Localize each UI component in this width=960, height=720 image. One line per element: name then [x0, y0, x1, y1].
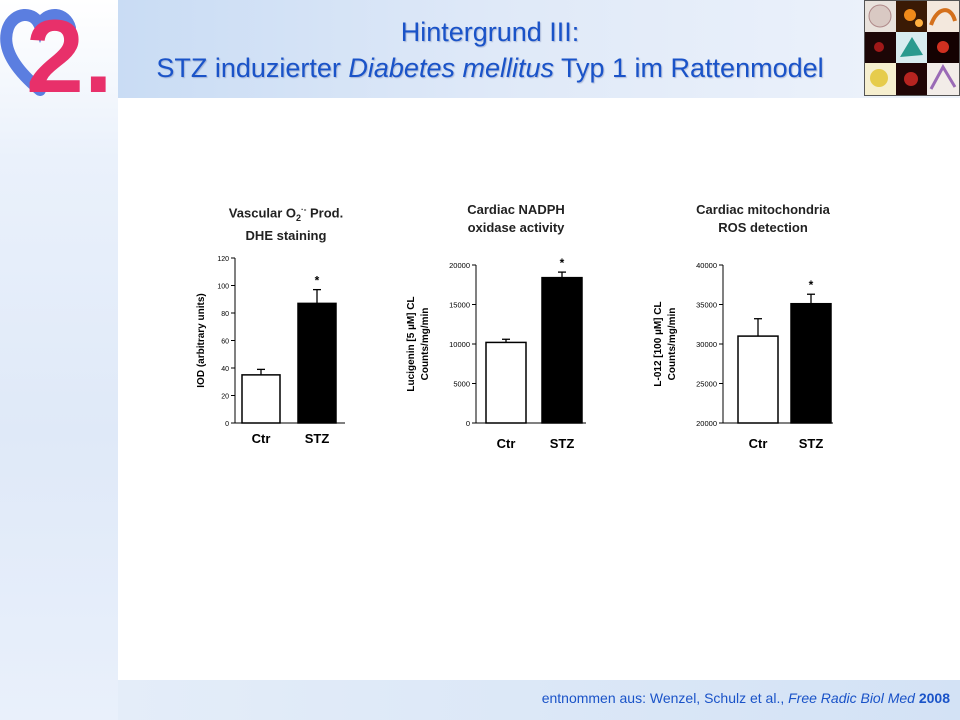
y-axis-label-line-2: Counts/mg/min: [667, 308, 678, 381]
bar-ctr: [241, 374, 281, 424]
y-tick-label: 60: [221, 339, 229, 346]
bar-stz: [297, 302, 337, 424]
chart-2-title: Cardiac NADPH oxidase activity: [406, 201, 626, 237]
title-line-1: Hintergrund III:: [400, 17, 580, 47]
chart-2: 0 5000 10000 15000 20000 Ctr * STZ Lucigenin [5 …: [398, 255, 598, 455]
category-label: STZ: [550, 436, 575, 451]
y-axis-label-line-2: Counts/mg/min: [420, 308, 431, 381]
category-label: STZ: [305, 431, 330, 446]
chart-1-title-line-1-post: Prod.: [306, 205, 344, 221]
y-tick-label: 15000: [449, 301, 470, 310]
chart-1-title-superscript: ·-: [301, 205, 307, 214]
title-line-2-post: Typ 1 im Rattenmodel: [554, 53, 824, 83]
y-tick-label: 30000: [696, 340, 717, 349]
bar-ctr: [737, 335, 779, 424]
y-tick-label: 5000: [453, 380, 470, 389]
chart-2-title-line-1: Cardiac NADPH: [467, 202, 565, 217]
chart-1-title: Vascular O2·- Prod. DHE staining: [176, 201, 396, 245]
chart-2-title-line-2: oxidase activity: [467, 220, 565, 235]
chart-3-title-line-1: Cardiac mitochondria: [696, 202, 830, 217]
source-citation: entnommen aus: Wenzel, Schulz et al., Fr…: [542, 690, 950, 706]
title-line-2-pre: STZ induzierter: [156, 53, 349, 83]
slide-title: Hintergrund III: STZ induzierter Diabete…: [140, 14, 840, 86]
chart-1-plot: 0 20 40 60 80 100 120 Ctr * STZ IOD (arbitrary uni…: [196, 256, 345, 446]
significance-marker: *: [560, 256, 565, 270]
heart-logo-icon: 2.: [0, 0, 113, 115]
chart-1-title-line-2: DHE staining: [245, 227, 327, 243]
y-axis-label: IOD (arbitrary units): [196, 293, 207, 387]
category-label: Ctr: [497, 436, 516, 451]
citation-authors: entnommen aus: Wenzel, Schulz et al.,: [541, 690, 789, 706]
bar-stz: [790, 302, 832, 424]
y-tick-label: 25000: [696, 380, 717, 389]
citation-journal: Free Radic Biol Med: [788, 690, 915, 706]
category-label: Ctr: [252, 431, 271, 446]
chart-3: 20000 25000 30000 35000 40000 Ctr * STZ L-012 [1…: [645, 255, 845, 455]
significance-marker: *: [315, 274, 320, 288]
title-line-2-italic: Diabetes mellitus: [348, 53, 554, 83]
citation-year: 2008: [918, 690, 950, 706]
significance-marker: *: [809, 278, 814, 292]
y-tick-label: 0: [466, 419, 470, 428]
bar-ctr: [485, 341, 527, 424]
microscopy-thumbnail-collage: [864, 0, 960, 96]
chart-1-title-line-1: Vascular O: [228, 205, 297, 221]
chart-2-plot: 0 5000 10000 15000 20000 Ctr * STZ Lucigenin [5 …: [406, 256, 586, 451]
left-gradient-panel: [0, 0, 118, 720]
y-tick-label: 40: [221, 366, 229, 373]
y-tick-label: 0: [225, 421, 229, 428]
y-tick-label: 100: [217, 284, 229, 291]
chart-1-title-subscript: 2: [296, 212, 302, 223]
footer-band: [118, 680, 960, 720]
y-tick-label: 40000: [696, 261, 717, 270]
y-tick-label: 20: [221, 394, 229, 401]
header-band: [118, 0, 960, 98]
y-tick-label: 80: [221, 311, 229, 318]
category-label: Ctr: [749, 436, 768, 451]
y-axis-label: Lucigenin [5 µM] CL: [406, 296, 417, 391]
chart-3-title: Cardiac mitochondria ROS detection: [653, 201, 873, 237]
y-axis-label: L-012 [100 µM] CL: [653, 301, 664, 386]
chart-3-title-line-2: ROS detection: [718, 220, 808, 235]
chart-3-plot: 20000 25000 30000 35000 40000 Ctr * STZ L-012 [1…: [653, 261, 833, 451]
y-tick-label: 10000: [449, 340, 470, 349]
logo-text: 2.: [26, 0, 113, 100]
title-line-2: STZ induzierter Diabetes mellitus Typ 1 …: [140, 50, 840, 86]
logo: 2.: [0, 0, 122, 115]
chart-1: 0 20 40 60 80 100 120 Ctr * STZ IOD (arbitrary uni…: [190, 250, 350, 455]
y-tick-label: 35000: [696, 301, 717, 310]
y-tick-label: 120: [217, 256, 229, 263]
category-label: STZ: [799, 436, 824, 451]
y-tick-label: 20000: [696, 419, 717, 428]
y-tick-label: 20000: [449, 261, 470, 270]
bar-stz: [541, 276, 583, 424]
